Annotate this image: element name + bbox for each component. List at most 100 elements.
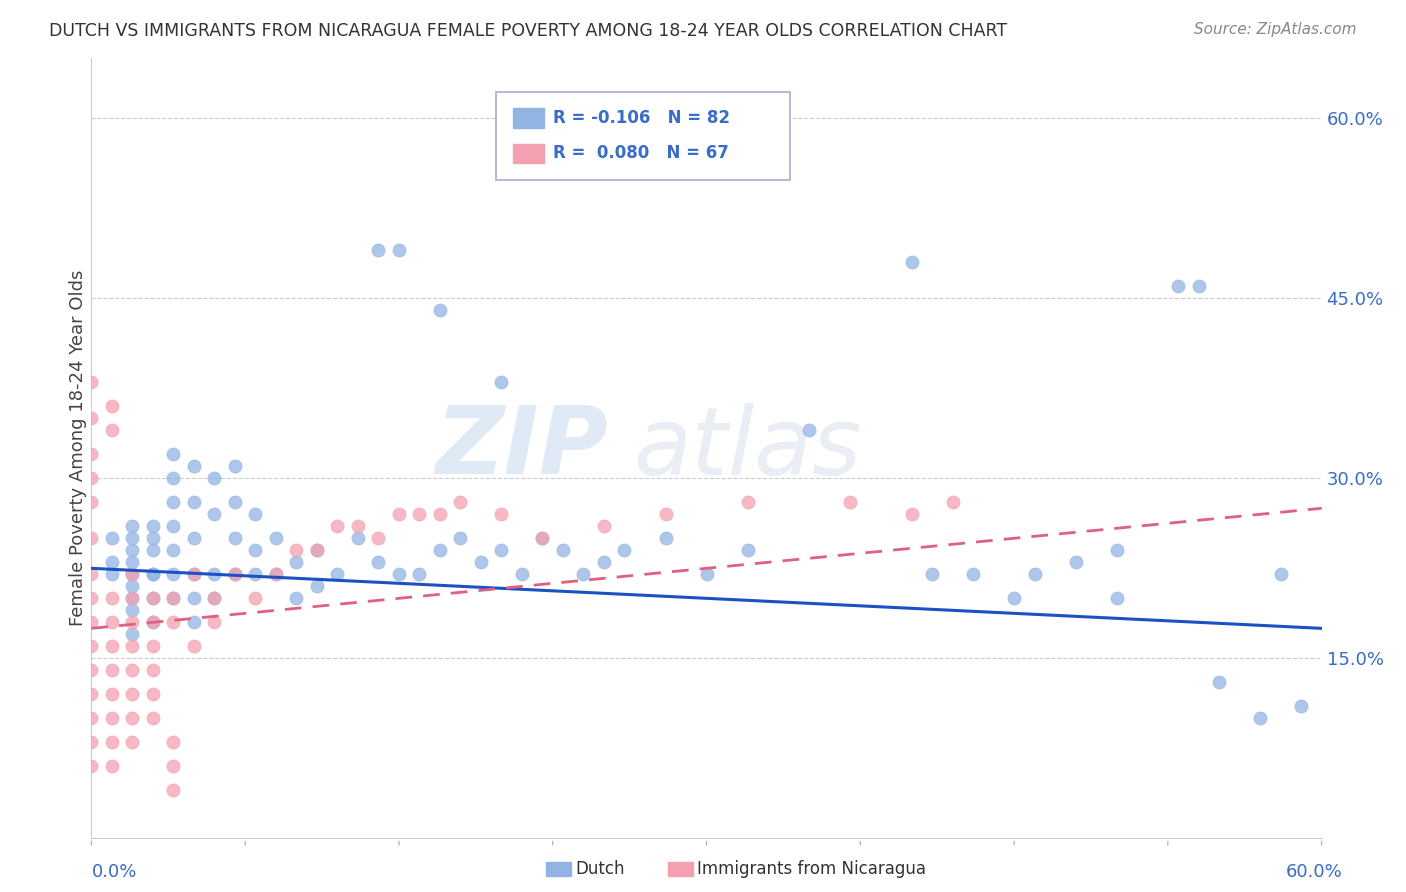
Point xyxy=(839,495,862,509)
Point xyxy=(367,531,389,545)
Point xyxy=(121,603,143,617)
Text: Immigrants from Nicaragua: Immigrants from Nicaragua xyxy=(697,860,927,878)
Point xyxy=(305,543,328,558)
Point xyxy=(183,531,205,545)
Point xyxy=(142,531,165,545)
Point xyxy=(224,567,246,582)
Text: Dutch: Dutch xyxy=(575,860,624,878)
Point xyxy=(142,615,165,630)
Point xyxy=(101,555,124,569)
Point xyxy=(121,735,143,749)
Point xyxy=(285,543,308,558)
Point xyxy=(202,591,225,606)
Point xyxy=(1105,591,1128,606)
Point xyxy=(121,664,143,678)
Point xyxy=(142,615,165,630)
Point xyxy=(183,640,205,654)
Point xyxy=(101,735,124,749)
Point xyxy=(80,471,103,485)
Point xyxy=(347,531,370,545)
Point xyxy=(142,687,165,701)
Point xyxy=(142,591,165,606)
Point xyxy=(921,567,943,582)
Point xyxy=(101,591,124,606)
Point xyxy=(80,687,103,701)
Point xyxy=(121,531,143,545)
Point xyxy=(224,531,246,545)
Point xyxy=(245,508,267,522)
Point xyxy=(121,627,143,641)
Point xyxy=(491,375,513,389)
Point xyxy=(101,711,124,725)
Point xyxy=(121,591,143,606)
Text: Source: ZipAtlas.com: Source: ZipAtlas.com xyxy=(1194,22,1357,37)
Point xyxy=(162,471,184,485)
Point xyxy=(142,567,165,582)
Point xyxy=(449,495,471,509)
Point xyxy=(1002,591,1025,606)
Point xyxy=(183,615,205,630)
Point xyxy=(101,640,124,654)
Point xyxy=(121,519,143,533)
Y-axis label: Female Poverty Among 18-24 Year Olds: Female Poverty Among 18-24 Year Olds xyxy=(69,270,87,626)
Point xyxy=(1187,279,1209,293)
Point xyxy=(101,531,124,545)
Point xyxy=(80,567,103,582)
Point xyxy=(942,495,965,509)
Point xyxy=(1208,675,1230,690)
Point xyxy=(183,567,205,582)
Point xyxy=(1024,567,1046,582)
Point xyxy=(121,543,143,558)
Point xyxy=(121,567,143,582)
Point xyxy=(142,591,165,606)
Point xyxy=(572,567,595,582)
Point xyxy=(80,615,103,630)
Text: R =  0.080   N = 67: R = 0.080 N = 67 xyxy=(553,145,728,162)
Point xyxy=(183,591,205,606)
Point xyxy=(162,735,184,749)
Point xyxy=(593,519,616,533)
Point xyxy=(142,664,165,678)
Point xyxy=(654,531,676,545)
Point xyxy=(1289,699,1312,714)
Point xyxy=(162,591,184,606)
Point xyxy=(202,567,225,582)
Point xyxy=(162,495,184,509)
Point xyxy=(142,711,165,725)
Point xyxy=(551,543,574,558)
Point xyxy=(305,543,328,558)
Point xyxy=(121,687,143,701)
Point xyxy=(531,531,554,545)
Point xyxy=(737,495,759,509)
Point xyxy=(202,591,225,606)
Point xyxy=(470,555,492,569)
Point xyxy=(264,567,287,582)
Point xyxy=(1270,567,1292,582)
Point xyxy=(202,615,225,630)
Point xyxy=(101,759,124,773)
Point xyxy=(80,495,103,509)
Point xyxy=(101,615,124,630)
Point xyxy=(1167,279,1189,293)
Point xyxy=(285,555,308,569)
Point xyxy=(429,303,451,318)
Point xyxy=(491,508,513,522)
Point xyxy=(121,555,143,569)
Point xyxy=(900,255,922,269)
Point xyxy=(593,555,616,569)
Point xyxy=(1064,555,1087,569)
Point xyxy=(80,664,103,678)
Point xyxy=(142,640,165,654)
Text: R = -0.106   N = 82: R = -0.106 N = 82 xyxy=(553,109,730,127)
Point xyxy=(80,375,103,389)
Text: ZIP: ZIP xyxy=(436,402,607,494)
Point xyxy=(80,411,103,425)
Point xyxy=(80,735,103,749)
Point xyxy=(245,591,267,606)
Point xyxy=(162,567,184,582)
Point xyxy=(245,567,267,582)
Text: atlas: atlas xyxy=(633,402,860,494)
Point xyxy=(142,567,165,582)
Point xyxy=(162,615,184,630)
Point xyxy=(224,567,246,582)
